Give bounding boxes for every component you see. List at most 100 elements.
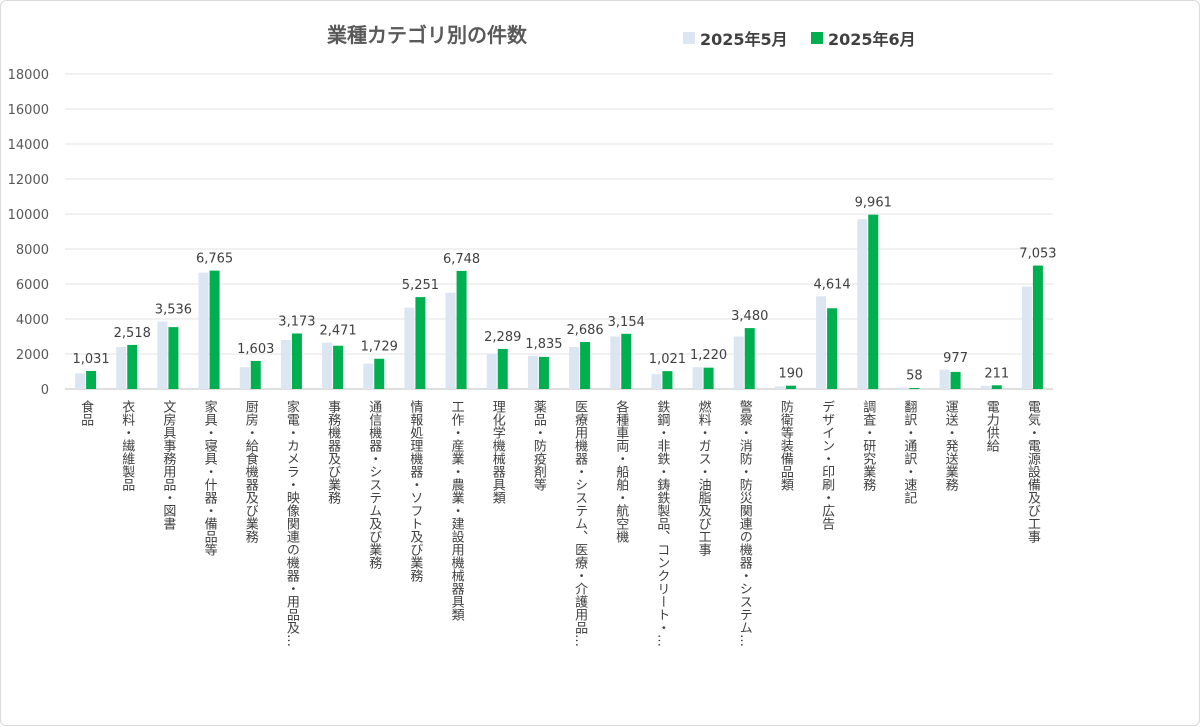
bar-june [168,327,179,389]
bar-june [785,385,796,389]
x-category-label: 調査・研究業務 [860,400,876,492]
bar-june [580,341,591,389]
bar-may [774,386,785,389]
x-category-label: 薬品・防疫剤等 [531,400,547,491]
bar-may [857,219,868,389]
bar-may [280,340,291,389]
x-category-label: 電気・電源設備及び工事 [1025,400,1041,543]
data-label: 4,614 [813,277,850,292]
bar-may [157,321,168,389]
bar-june [374,358,385,389]
bar-may [75,373,86,389]
bar-june [991,385,1002,389]
bar-may [980,385,991,389]
x-category-label: 事務機器及び業務 [325,400,341,505]
y-tick-label: 18000 [8,68,49,83]
x-category-label: 理化学機械器具類 [490,400,506,504]
bars [75,214,1043,389]
x-category-label: 運送・発送業務 [943,400,959,492]
bar-june [1032,265,1043,389]
bar-may [404,307,415,389]
x-category-label: デザイン・印刷・広告 [819,400,835,530]
data-label: 7,053 [1019,247,1056,262]
legend-swatch-june [811,32,823,44]
data-label: 1,835 [525,337,562,352]
y-tick-label: 4000 [16,313,49,328]
x-axis: 食品 衣料・繊維製品 文房具事務用品・図書 家具・寝具・什器・備品等 厨房・給食機器及び… [78,399,1040,647]
x-category-label: 家具・寝具・什器・備品等 [202,399,218,556]
bar-may [733,336,744,389]
bar-june [497,348,508,389]
bar-may [651,374,662,389]
data-labels: 1,031 2,518 3,536 6,765 1,603 3,173 2,471 1,729… [72,196,1056,384]
bar-june [291,333,302,389]
bar-june [621,333,632,389]
bar-may [569,347,580,389]
bar-may [239,367,250,389]
legend-swatch-may [683,32,695,44]
x-category-label: 情報処理機器・ソフト及び業務 [407,400,423,583]
legend-label-june: 2025年6月 [828,30,916,49]
x-category-label: 医療用機器・システム、医療・介護用品… [572,400,588,647]
bar-may [445,292,456,389]
bar-may [692,367,703,389]
bar-may [816,296,827,389]
x-category-label: 工作・産業・農業・建設用機械器具類 [449,400,465,621]
data-label: 2,289 [484,330,521,345]
x-category-label: 翻訳・通訳・速記 [901,400,917,504]
legend-label-may: 2025年5月 [700,30,788,49]
y-tick-label: 0 [41,383,49,398]
y-tick-label: 8000 [16,243,49,258]
data-label: 2,471 [319,324,356,339]
data-label: 1,021 [649,352,686,367]
y-tick-label: 12000 [8,173,49,188]
y-tick-label: 2000 [16,348,49,363]
bar-june [827,308,838,389]
bar-may [610,336,621,389]
data-label: 211 [984,366,1009,381]
bar-may [198,272,209,389]
chart-title: 業種カテゴリ別の件数 [327,23,528,47]
bar-may [322,342,333,389]
data-label: 3,480 [731,309,768,324]
legend: 2025年5月 2025年6月 [683,30,916,49]
bar-may [363,363,374,389]
y-axis: 0 2000 4000 6000 8000 10000 12000 14000 16000 180… [8,68,49,398]
x-category-label: 食品 [78,399,94,426]
x-category-label: 燃料・ガス・油脂及び工事 [696,399,712,556]
bar-june [415,297,426,389]
data-label: 9,961 [855,196,892,211]
gridlines [65,73,1053,390]
x-category-label: 衣料・繊維製品 [119,399,135,491]
bar-june [127,344,138,389]
data-label: 5,251 [402,278,439,293]
bar-june [909,387,920,389]
data-label: 3,173 [278,314,315,329]
data-label: 3,154 [608,315,645,330]
bar-may [898,387,909,389]
x-category-label: 家電・カメラ・映像関連の機器・用品及… [284,399,300,647]
x-category-label: 厨房・給食機器及び業務 [243,400,259,544]
bar-may [1021,286,1032,389]
data-label: 1,220 [690,348,727,363]
y-tick-label: 14000 [8,138,49,153]
bar-june [333,345,344,389]
bar-june [744,328,755,389]
data-label: 190 [779,367,804,382]
y-tick-label: 6000 [16,278,49,293]
data-label: 3,536 [155,303,192,318]
x-category-label: 鉄鋼・非鉄・鋳鉄製品、コンクリート・… [654,400,670,647]
data-label: 6,765 [196,252,233,267]
data-label: 1,729 [361,340,398,355]
data-label: 6,748 [443,252,480,267]
bar-june [662,371,673,389]
x-category-label: 通信機器・システム及び業務 [366,400,382,570]
data-label: 2,518 [114,326,151,341]
y-tick-label: 16000 [8,103,49,118]
bar-may [527,355,538,389]
x-category-label: 電力供給 [984,400,1000,452]
bar-june [86,370,97,389]
bar-june [250,360,261,389]
bar-june [950,371,961,389]
bar-june [538,356,549,389]
